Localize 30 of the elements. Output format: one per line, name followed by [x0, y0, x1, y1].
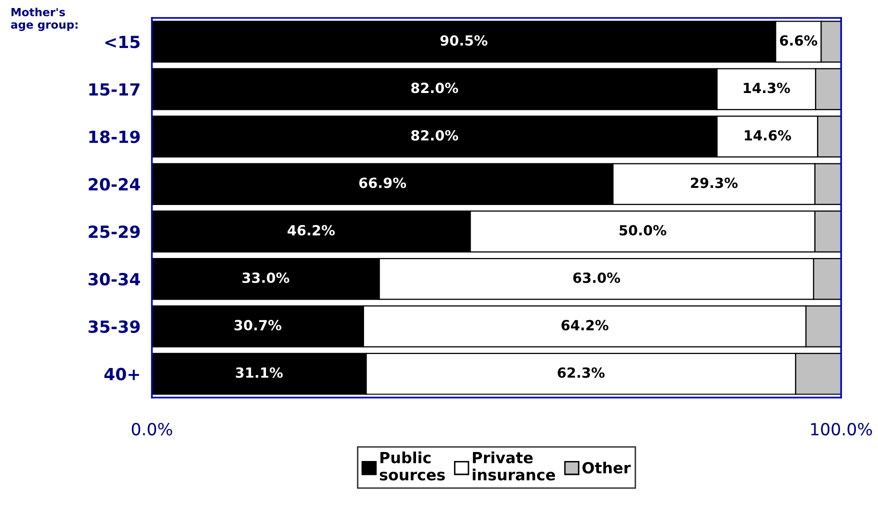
data-label: 14.6% [744, 130, 792, 141]
data-label: 64.2% [562, 320, 608, 330]
data-label: 33.0% [242, 272, 290, 283]
y-tick-label: <15 [105, 36, 140, 48]
data-label: 46.2% [288, 225, 335, 236]
y-tick-label: 35-39 [88, 320, 140, 333]
data-label: 90.5% [440, 35, 488, 46]
data-label: 62.3% [558, 367, 605, 378]
data-label: 6.6% [780, 35, 818, 46]
y-tick-label: 18-19 [89, 130, 140, 144]
data-label: 30.7% [234, 320, 282, 330]
legend-label: Other [582, 462, 631, 474]
x-tick-label: 0.0% [132, 422, 172, 436]
legend-label: Private insurance [472, 452, 556, 480]
y-tick-label: 20-24 [88, 178, 140, 191]
data-label: 50.0% [620, 225, 666, 236]
y-axis-title: Mother's age group: [11, 8, 78, 31]
y-tick-label: 25-29 [88, 225, 140, 238]
y-tick-label: 15-17 [89, 83, 140, 96]
y-tick-label: 30-34 [88, 272, 140, 286]
data-label: 63.0% [573, 272, 620, 283]
data-label: 66.9% [359, 178, 406, 188]
data-label: 14.3% [744, 82, 790, 94]
data-label: 31.1% [236, 367, 283, 378]
data-label: 82.0% [411, 130, 458, 141]
x-tick-label: 100.0% [811, 422, 872, 436]
y-tick-label: 40+ [104, 368, 140, 380]
data-label: 29.3% [690, 178, 738, 188]
data-label: 82.0% [411, 82, 458, 94]
legend-label: Public sources [380, 452, 445, 480]
